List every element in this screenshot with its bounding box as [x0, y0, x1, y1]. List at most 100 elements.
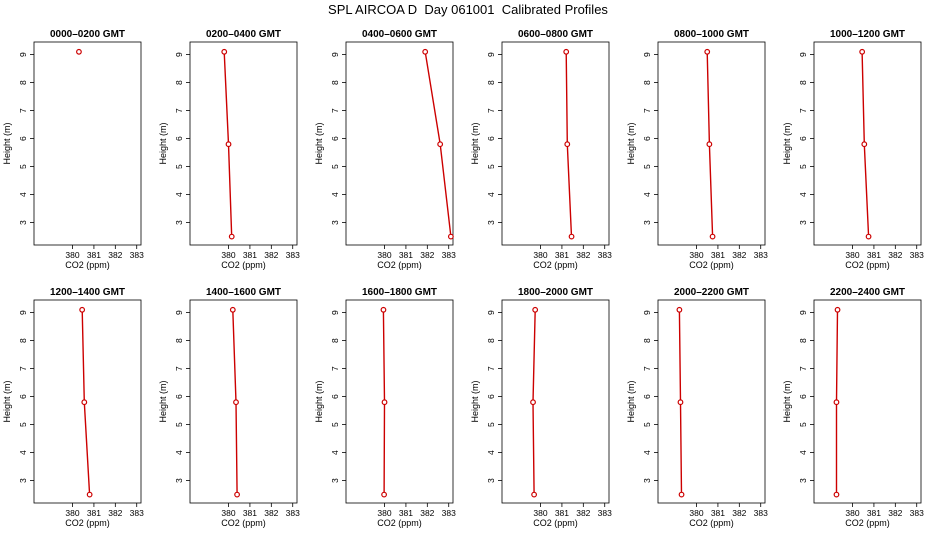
y-tick-label: 7 — [330, 108, 340, 113]
y-tick-label: 9 — [798, 52, 808, 57]
panel-1: 0200–0400 GMT 380 381 382 383 CO2 (ppm) 3 4 5 6 7 8… — [158, 29, 300, 270]
y-tick-label: 7 — [330, 366, 340, 371]
y-tick-label: 9 — [174, 310, 184, 315]
x-tick-label: 380 — [377, 508, 391, 518]
x-tick-label: 383 — [754, 508, 768, 518]
panel-title: 0800–1000 GMT — [674, 29, 749, 40]
y-tick-label: 3 — [798, 478, 808, 483]
y-tick-label: 8 — [798, 338, 808, 343]
y-tick-label: 6 — [486, 394, 496, 399]
y-tick-label: 7 — [18, 366, 28, 371]
x-axis-label: CO2 (ppm) — [689, 260, 734, 270]
data-point — [233, 399, 239, 406]
y-tick-label: 6 — [798, 136, 808, 141]
y-tick-label: 9 — [486, 310, 496, 315]
panel-title: 1000–1200 GMT — [830, 29, 905, 40]
data-point — [79, 306, 86, 313]
y-tick-label: 4 — [486, 450, 496, 455]
panel-title: 1800–2000 GMT — [518, 287, 593, 298]
data-point — [530, 399, 536, 406]
x-tick-label: 383 — [286, 250, 300, 260]
x-tick-label: 381 — [555, 508, 569, 518]
x-axis-label: CO2 (ppm) — [533, 518, 578, 528]
y-tick-label: 5 — [798, 164, 808, 169]
y-tick-label: 5 — [174, 422, 184, 427]
plot-frame — [501, 41, 610, 246]
y-axis-label: Height (m) — [158, 380, 168, 422]
panel-title: 2000–2200 GMT — [674, 287, 749, 298]
panel-7: 1400–1600 GMT 380 381 382 383 CO2 (ppm) 3 4 5 6 7 8… — [158, 287, 300, 528]
y-tick-label: 7 — [486, 366, 496, 371]
plot-frame — [813, 299, 922, 504]
data-point — [678, 491, 685, 498]
x-tick-label: 382 — [576, 250, 590, 260]
x-tick-label: 381 — [87, 250, 101, 260]
y-tick-label: 3 — [798, 220, 808, 225]
x-tick-label: 383 — [910, 508, 924, 518]
data-point — [564, 141, 571, 148]
x-tick-label: 380 — [377, 250, 391, 260]
y-axis-label: Height (m) — [782, 122, 792, 164]
y-tick-label: 4 — [174, 192, 184, 197]
x-tick-label: 380 — [845, 250, 859, 260]
y-tick-label: 6 — [642, 394, 652, 399]
y-tick-label: 8 — [174, 338, 184, 343]
panel-3: 0600–0800 GMT 380 381 382 383 CO2 (ppm) 3 4 5 6 7 8… — [470, 29, 612, 270]
x-axis-label: CO2 (ppm) — [65, 260, 110, 270]
x-tick-label: 383 — [598, 508, 612, 518]
y-tick-label: 4 — [330, 192, 340, 197]
data-point — [859, 48, 866, 55]
x-tick-label: 381 — [399, 250, 413, 260]
data-point — [234, 491, 240, 498]
x-tick-label: 383 — [442, 508, 456, 518]
x-tick-label: 383 — [754, 250, 768, 260]
y-tick-label: 5 — [174, 164, 184, 169]
y-tick-label: 8 — [486, 80, 496, 85]
x-tick-label: 382 — [732, 508, 746, 518]
y-tick-label: 4 — [642, 450, 652, 455]
chart-title: SPL AIRCOA D Day 061001 Calibrated Profi… — [328, 2, 608, 17]
y-tick-label: 9 — [798, 310, 808, 315]
y-tick-label: 9 — [642, 52, 652, 57]
x-axis-label: CO2 (ppm) — [221, 518, 266, 528]
panel-6: 1200–1400 GMT 380 381 382 383 CO2 (ppm) 3 4 5 6 7 8… — [2, 287, 144, 528]
x-tick-label: 380 — [533, 250, 547, 260]
x-tick-label: 382 — [420, 250, 434, 260]
data-point — [865, 233, 872, 240]
x-tick-label: 381 — [867, 250, 881, 260]
data-point — [676, 306, 683, 313]
data-point — [381, 399, 388, 406]
y-tick-label: 8 — [330, 338, 340, 343]
y-tick-label: 7 — [642, 366, 652, 371]
panel-title: 0000–0200 GMT — [50, 29, 125, 40]
panel-title: 0400–0600 GMT — [362, 29, 437, 40]
y-tick-label: 3 — [642, 220, 652, 225]
x-axis-label: CO2 (ppm) — [533, 260, 578, 270]
y-tick-label: 6 — [18, 136, 28, 141]
data-point — [225, 141, 232, 148]
x-tick-label: 383 — [130, 250, 144, 260]
panel-title: 1400–1600 GMT — [206, 287, 281, 298]
x-tick-label: 381 — [243, 250, 257, 260]
y-tick-label: 7 — [798, 366, 808, 371]
y-tick-label: 4 — [486, 192, 496, 197]
x-tick-label: 380 — [65, 508, 79, 518]
x-tick-label: 383 — [598, 250, 612, 260]
panel-title: 1200–1400 GMT — [50, 287, 125, 298]
y-axis-label: Height (m) — [470, 380, 480, 422]
data-point — [447, 233, 454, 240]
x-tick-label: 382 — [420, 508, 434, 518]
y-tick-label: 8 — [18, 338, 28, 343]
panel-2: 0400–0600 GMT 380 381 382 383 CO2 (ppm) 3 4 5 6 7 8… — [314, 29, 456, 270]
x-axis-label: CO2 (ppm) — [221, 260, 266, 270]
x-tick-label: 382 — [888, 250, 902, 260]
y-tick-label: 9 — [18, 52, 28, 57]
y-tick-label: 5 — [486, 164, 496, 169]
data-point — [228, 233, 235, 240]
panel-11: 2200–2400 GMT 380 381 382 383 CO2 (ppm) 3 4 5 6 7 8… — [782, 287, 924, 528]
y-tick-label: 5 — [798, 422, 808, 427]
panel-title: 0600–0800 GMT — [518, 29, 593, 40]
panel-8: 1600–1800 GMT 380 381 382 383 CO2 (ppm) 3 4 5 6 7 8… — [314, 287, 456, 528]
y-tick-label: 6 — [174, 394, 184, 399]
y-tick-label: 8 — [174, 80, 184, 85]
